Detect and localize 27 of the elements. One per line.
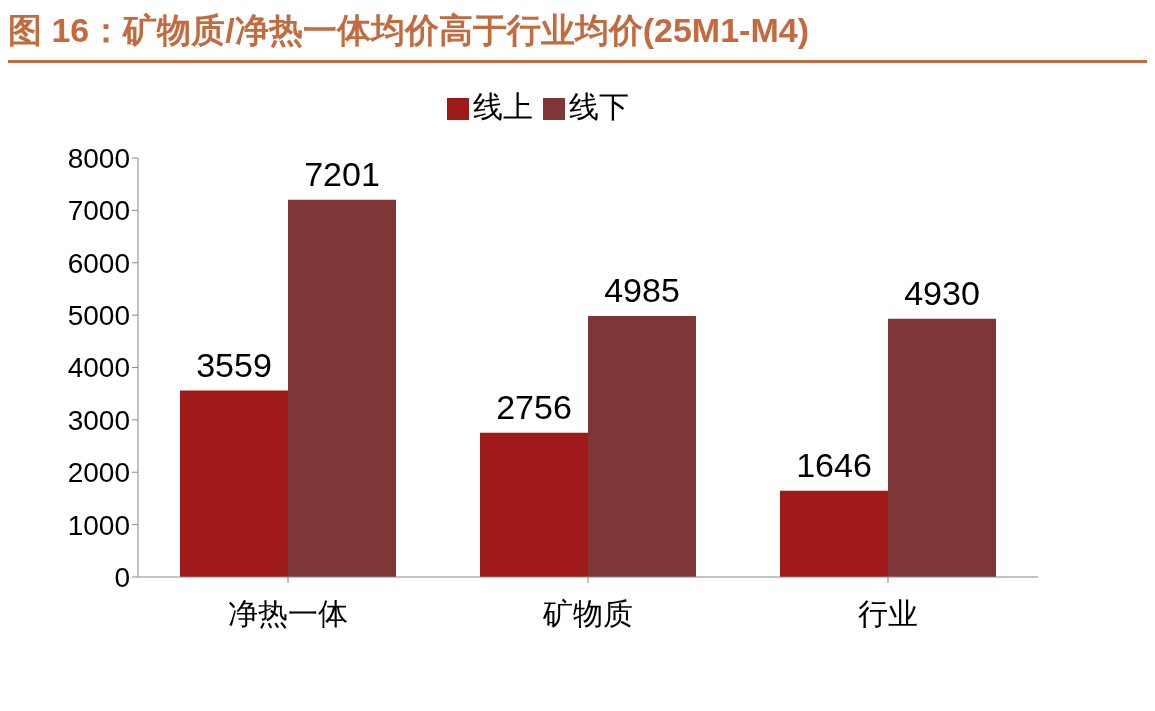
y-tick-label: 4000	[67, 352, 130, 384]
y-tick-label: 0	[114, 561, 130, 593]
bar	[588, 315, 696, 577]
y-tick-label: 2000	[67, 457, 130, 489]
legend-label: 线上	[473, 90, 533, 123]
data-label: 2756	[496, 387, 572, 426]
bar	[288, 199, 396, 577]
chart-title: 图 16：矿物质/净热一体均价高于行业均价(25M1-M4)	[8, 8, 1147, 63]
y-tick-label: 3000	[67, 404, 130, 436]
data-label: 3559	[196, 345, 272, 384]
data-label: 1646	[796, 445, 872, 484]
x-tick-label: 行业	[858, 597, 918, 631]
data-label: 4985	[604, 270, 680, 309]
bar	[780, 490, 888, 577]
y-tick-label: 6000	[67, 247, 130, 279]
y-tick-label: 8000	[67, 142, 130, 174]
y-tick-label: 7000	[67, 195, 130, 227]
y-tick-label: 1000	[67, 509, 130, 541]
data-label: 7201	[304, 154, 380, 193]
y-tick-label: 5000	[67, 300, 130, 332]
data-label: 4930	[904, 273, 980, 312]
bar	[888, 318, 996, 577]
legend-label: 线下	[569, 90, 629, 123]
x-tick-label: 矿物质	[542, 597, 633, 631]
bar	[180, 390, 288, 577]
bar	[480, 432, 588, 577]
x-tick-label: 净热一体	[228, 597, 348, 631]
